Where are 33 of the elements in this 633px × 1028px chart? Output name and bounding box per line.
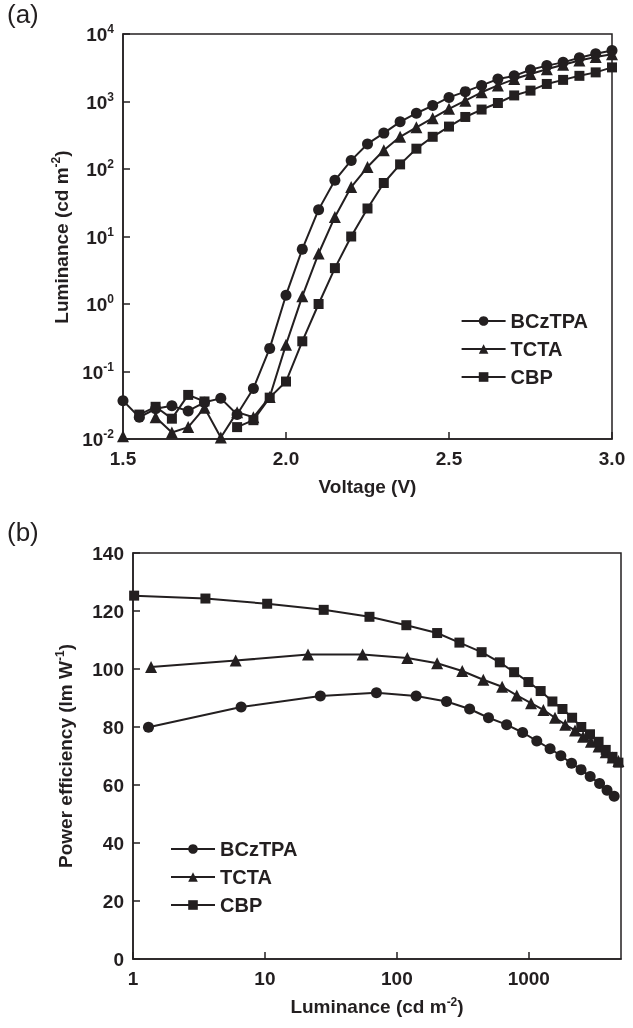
legend-label: BCzTPA (220, 838, 298, 860)
legend-label: CBP (510, 366, 553, 388)
x-tick-label: 100 (380, 968, 413, 989)
y-tick-label: 10$^{2}$ (86, 157, 114, 180)
x-axis-title: Luminance (cd m$^{-2}$) (290, 994, 464, 1017)
x-tick-label: 2.0 (272, 448, 300, 469)
legend-label: CBP (220, 894, 263, 916)
y-tick-label: 10$^{-1}$ (82, 359, 114, 382)
x-tick-label: 2.5 (435, 448, 463, 469)
legend-label: TCTA (220, 866, 272, 888)
chart-title: (a) (7, 0, 39, 29)
chart-title: (b) (7, 517, 39, 547)
y-tick-label: 10$^{4}$ (86, 22, 114, 45)
x-axis-title: Voltage (V) (318, 476, 417, 497)
y-tick-label: 10$^{-2}$ (82, 427, 114, 450)
y-tick-label: 80 (102, 716, 124, 738)
x-tick-label: 3.0 (598, 448, 626, 469)
y-tick-label: 10$^{1}$ (86, 224, 114, 247)
y-tick-label: 40 (102, 832, 124, 854)
y-tick-label: 20 (102, 890, 124, 912)
y-tick-label: 100 (92, 658, 124, 680)
y-tick-label: 10$^{3}$ (86, 89, 114, 112)
y-tick-label: 60 (102, 774, 124, 796)
legend-label: BCzTPA (510, 310, 588, 332)
x-tick-label: 10 (254, 968, 276, 989)
y-tick-label: 120 (92, 600, 124, 622)
x-tick-label: 1000 (507, 968, 550, 989)
x-tick-label: 1 (127, 968, 139, 989)
y-tick-label: 0 (113, 948, 124, 970)
legend-label: TCTA (510, 338, 563, 360)
x-tick-label: 1.5 (109, 448, 137, 469)
y-tick-label: 140 (92, 542, 124, 564)
y-tick-label: 10$^{0}$ (86, 292, 114, 315)
